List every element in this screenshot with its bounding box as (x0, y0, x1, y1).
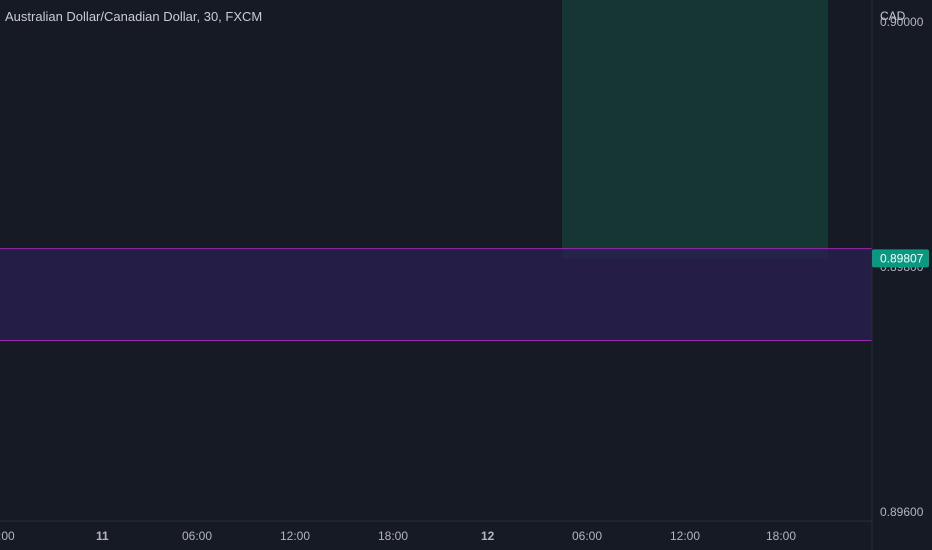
x-tick-label: 06:00 (182, 529, 212, 543)
x-tick-label: 12 (481, 529, 495, 543)
y-tick-label: 0.90000 (880, 15, 924, 29)
take-profit-zone (562, 0, 828, 259)
x-tick-label: 12:00 (280, 529, 310, 543)
x-tick-label: 18:00 (766, 529, 796, 543)
price-tag (872, 249, 929, 268)
currency-label: CAD (880, 9, 906, 23)
x-tick-label: 06:00 (572, 529, 602, 543)
x-tick-label: 11 (96, 529, 109, 543)
x-tick-label: 12:00 (670, 529, 700, 543)
x-tick-label: :00 (0, 529, 15, 543)
chart-title: Australian Dollar/Canadian Dollar, 30, F… (5, 9, 263, 24)
price-tag-label: 0.89807 (880, 251, 924, 265)
y-tick-label: 0.89600 (880, 505, 924, 519)
supply-demand-zone (0, 248, 872, 341)
x-tick-label: 18:00 (378, 529, 408, 543)
